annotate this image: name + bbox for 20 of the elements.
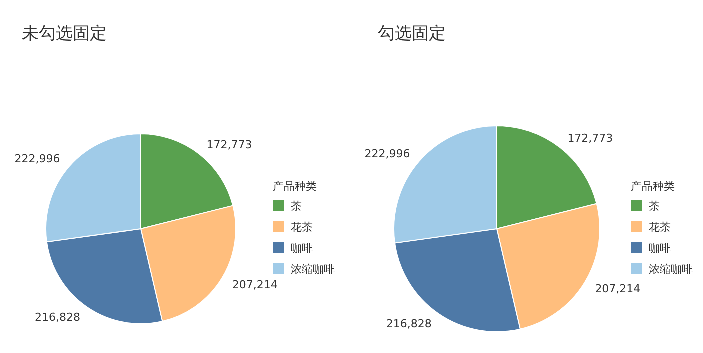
data-label: 172,773 [568,132,614,146]
legend-label: 花茶 [649,221,671,234]
legend-label: 花茶 [291,221,313,234]
legend-label: 茶 [291,200,302,213]
chart-title: 勾选固定 [378,24,446,44]
data-label: 172,773 [206,138,252,152]
legend-title: 产品种类 [631,180,675,193]
legend-label: 茶 [649,200,660,213]
legend-title: 产品种类 [273,180,317,193]
chart-title: 未勾选固定 [22,24,107,44]
data-label: 222,996 [364,147,410,160]
data-label: 216,828 [386,318,432,331]
legend-label: 浓缩咖啡 [291,263,335,276]
data-label: 216,828 [34,311,80,324]
data-label: 207,214 [595,282,641,296]
legend-label: 咖啡 [649,242,671,255]
data-label: 207,214 [232,278,278,292]
legend-label: 浓缩咖啡 [649,263,693,276]
data-label: 222,996 [14,152,60,166]
legend-label: 咖啡 [291,242,313,255]
